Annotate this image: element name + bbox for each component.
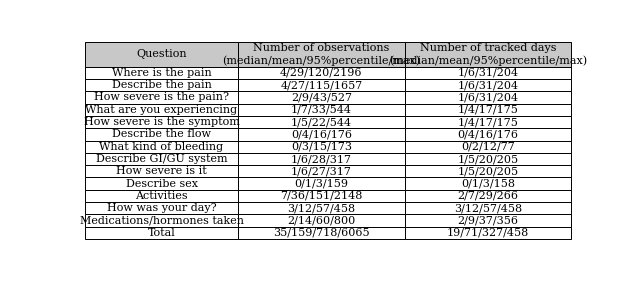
Bar	[238, 178, 404, 190]
Text: 1/6/31/204: 1/6/31/204	[457, 68, 518, 78]
Bar	[85, 153, 238, 165]
Text: 0/2/12/77: 0/2/12/77	[461, 142, 515, 152]
Text: Describe the flow: Describe the flow	[112, 129, 211, 139]
Text: 19/71/327/458: 19/71/327/458	[447, 228, 529, 238]
Text: How severe is the symptom: How severe is the symptom	[84, 117, 239, 127]
Text: What kind of bleeding: What kind of bleeding	[99, 142, 223, 152]
Bar	[404, 214, 571, 227]
Text: What are you experiencing: What are you experiencing	[86, 105, 237, 115]
Bar	[85, 227, 238, 239]
Bar	[85, 42, 238, 67]
Text: How was your day?: How was your day?	[107, 203, 216, 213]
Text: Describe the pain: Describe the pain	[111, 80, 211, 90]
Bar	[404, 178, 571, 190]
Text: 2/9/37/356: 2/9/37/356	[458, 216, 518, 225]
Bar	[404, 227, 571, 239]
Text: Medications/hormones taken: Medications/hormones taken	[79, 216, 243, 225]
Bar	[85, 165, 238, 178]
Bar	[238, 153, 404, 165]
Bar	[238, 202, 404, 214]
Bar	[404, 128, 571, 141]
Text: 1/5/22/544: 1/5/22/544	[291, 117, 352, 127]
Text: 1/7/33/544: 1/7/33/544	[291, 105, 352, 115]
Text: 1/4/17/175: 1/4/17/175	[458, 105, 518, 115]
Text: Number of observations
(median/mean/95%percentile/max): Number of observations (median/mean/95%p…	[222, 43, 420, 66]
Bar	[238, 42, 404, 67]
Bar	[238, 79, 404, 91]
Text: Where is the pain: Where is the pain	[111, 68, 211, 78]
Bar	[404, 190, 571, 202]
Bar	[85, 67, 238, 79]
Text: Total: Total	[148, 228, 175, 238]
Text: 1/6/31/204: 1/6/31/204	[457, 93, 518, 103]
Text: Activities: Activities	[135, 191, 188, 201]
Bar	[85, 79, 238, 91]
Text: How severe is it: How severe is it	[116, 166, 207, 176]
Bar	[238, 128, 404, 141]
Text: How severe is the pain?: How severe is the pain?	[94, 93, 229, 103]
Bar	[404, 79, 571, 91]
Text: 2/7/29/266: 2/7/29/266	[458, 191, 518, 201]
Text: 1/5/20/205: 1/5/20/205	[457, 166, 518, 176]
Bar	[238, 141, 404, 153]
Bar	[404, 141, 571, 153]
Bar	[404, 67, 571, 79]
Text: 0/1/3/158: 0/1/3/158	[461, 179, 515, 189]
Text: Describe sex: Describe sex	[125, 179, 198, 189]
Text: 1/4/17/175: 1/4/17/175	[458, 117, 518, 127]
Bar	[85, 116, 238, 128]
Text: 7/36/151/2148: 7/36/151/2148	[280, 191, 362, 201]
Bar	[85, 190, 238, 202]
Text: 35/159/718/6065: 35/159/718/6065	[273, 228, 370, 238]
Text: 2/9/43/527: 2/9/43/527	[291, 93, 352, 103]
Bar	[404, 153, 571, 165]
Text: 0/4/16/176: 0/4/16/176	[291, 129, 352, 139]
Text: 3/12/57/458: 3/12/57/458	[287, 203, 355, 213]
Text: Question: Question	[136, 49, 187, 59]
Text: 1/6/28/317: 1/6/28/317	[291, 154, 352, 164]
Text: 1/6/27/317: 1/6/27/317	[291, 166, 352, 176]
Bar	[404, 202, 571, 214]
Text: Number of tracked days
(median/mean/95%percentile/max): Number of tracked days (median/mean/95%p…	[388, 43, 587, 66]
Text: 3/12/57/458: 3/12/57/458	[454, 203, 522, 213]
Bar	[404, 42, 571, 67]
Text: 4/27/115/1657: 4/27/115/1657	[280, 80, 362, 90]
Text: 4/29/120/2196: 4/29/120/2196	[280, 68, 363, 78]
Bar	[238, 67, 404, 79]
Text: 1/5/20/205: 1/5/20/205	[457, 154, 518, 164]
Bar	[404, 165, 571, 178]
Bar	[85, 91, 238, 103]
Text: 1/6/31/204: 1/6/31/204	[457, 80, 518, 90]
Bar	[85, 141, 238, 153]
Bar	[85, 178, 238, 190]
Bar	[85, 214, 238, 227]
Bar	[238, 91, 404, 103]
Bar	[238, 116, 404, 128]
Text: 0/3/15/173: 0/3/15/173	[291, 142, 352, 152]
Bar	[238, 214, 404, 227]
Bar	[85, 202, 238, 214]
Text: 0/4/16/176: 0/4/16/176	[458, 129, 518, 139]
Text: 2/14/60/800: 2/14/60/800	[287, 216, 355, 225]
Bar	[404, 103, 571, 116]
Bar	[85, 128, 238, 141]
Bar	[238, 227, 404, 239]
Bar	[404, 116, 571, 128]
Text: Describe GI/GU system: Describe GI/GU system	[96, 154, 227, 164]
Bar	[85, 103, 238, 116]
Bar	[238, 190, 404, 202]
Bar	[238, 103, 404, 116]
Text: 0/1/3/159: 0/1/3/159	[294, 179, 348, 189]
Bar	[238, 165, 404, 178]
Bar	[404, 91, 571, 103]
